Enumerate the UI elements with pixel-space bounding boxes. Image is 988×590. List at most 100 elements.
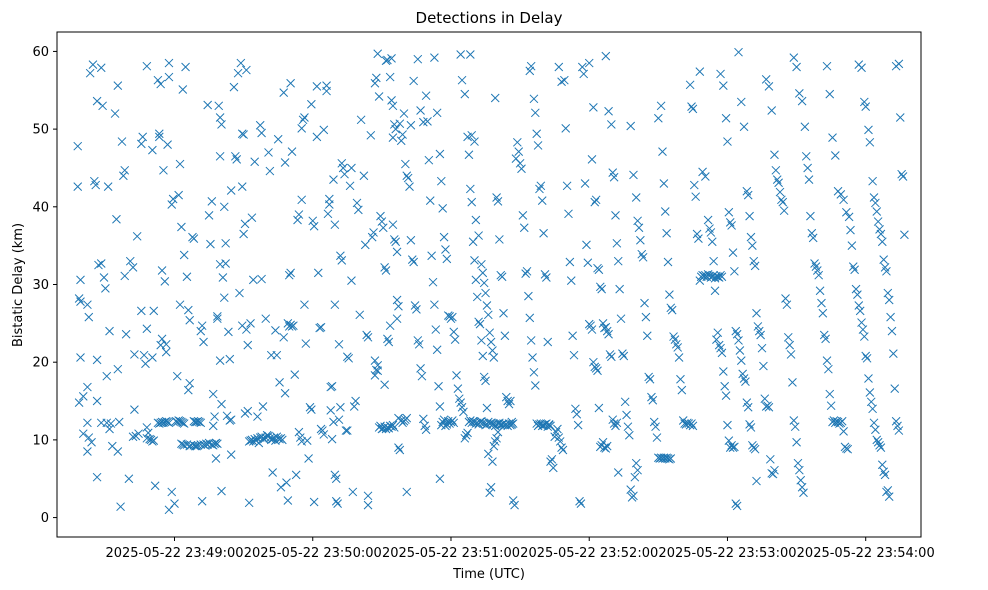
detection-marker [183, 385, 193, 395]
detection-marker [506, 396, 515, 406]
detection-marker [618, 349, 627, 358]
detection-marker [774, 178, 783, 188]
detection-marker [300, 113, 309, 122]
detection-marker [136, 139, 146, 149]
detection-marker [747, 241, 757, 251]
detection-marker [732, 501, 742, 511]
detection-marker [336, 251, 345, 261]
detection-marker [660, 207, 670, 216]
detection-marker [882, 266, 891, 276]
detection-marker [73, 182, 83, 191]
detection-marker [467, 197, 477, 207]
detection-marker [542, 419, 551, 428]
detection-marker [817, 298, 826, 308]
y-tick-label: 30 [32, 278, 49, 293]
detection-marker [640, 298, 649, 308]
detection-marker [76, 297, 85, 306]
detection-marker [197, 321, 207, 331]
detection-marker [218, 273, 228, 282]
detection-marker [388, 133, 398, 143]
detection-marker [307, 99, 316, 109]
detection-marker [83, 300, 92, 310]
detection-marker [418, 414, 428, 424]
detection-marker [669, 332, 678, 341]
x-tick-label: 2025-05-22 23:52:00 [520, 546, 658, 561]
detection-marker [348, 487, 358, 497]
detection-marker [587, 155, 597, 164]
detection-marker [749, 256, 759, 266]
detection-marker [568, 331, 577, 341]
detection-marker [322, 86, 331, 96]
detection-marker [160, 277, 170, 286]
detection-marker [612, 238, 622, 248]
detection-marker [459, 407, 468, 417]
detection-marker [409, 76, 419, 86]
detection-marker [858, 325, 868, 334]
detection-marker [294, 210, 304, 219]
detection-marker [826, 401, 836, 411]
detection-marker [412, 305, 421, 314]
detection-marker [782, 300, 792, 310]
detection-marker [87, 437, 96, 447]
detection-marker [742, 398, 752, 407]
detection-marker [73, 141, 83, 151]
detection-marker [658, 147, 667, 156]
detection-marker [609, 172, 619, 182]
detection-marker [569, 350, 579, 360]
detection-marker [235, 288, 244, 298]
detection-marker [687, 419, 696, 428]
detection-marker [876, 229, 886, 239]
detection-marker [631, 193, 641, 202]
detection-marker [884, 295, 894, 305]
detection-marker [272, 350, 282, 360]
detection-marker [636, 235, 645, 245]
detection-marker [442, 254, 452, 264]
detection-marker [280, 388, 290, 398]
detection-marker [371, 73, 381, 83]
detection-marker [402, 413, 412, 423]
detection-marker [230, 151, 240, 161]
detection-marker [157, 266, 167, 275]
detection-marker [175, 300, 185, 310]
detection-marker [387, 96, 396, 105]
detection-marker [242, 65, 251, 75]
detection-marker [465, 50, 475, 59]
detection-marker [406, 120, 416, 130]
detection-marker [237, 182, 247, 191]
chart-title: Detections in Delay [416, 9, 563, 27]
detection-marker [326, 406, 336, 415]
detection-marker [864, 374, 873, 383]
detection-marker [92, 472, 102, 482]
detection-marker [226, 450, 236, 459]
detection-marker [731, 326, 741, 336]
detection-marker [724, 207, 734, 217]
detection-marker [594, 265, 604, 275]
detection-marker [598, 318, 608, 328]
detection-marker [430, 53, 439, 62]
detection-marker [352, 198, 362, 208]
detection-marker [862, 353, 872, 363]
detection-marker [844, 212, 854, 222]
detection-marker [521, 269, 530, 278]
detection-marker [226, 415, 236, 425]
detection-marker [847, 241, 857, 251]
detection-marker [389, 423, 399, 432]
detection-marker [164, 418, 174, 428]
detection-marker [148, 145, 157, 155]
detection-marker [376, 211, 385, 221]
detection-marker [154, 129, 164, 139]
detection-marker [243, 406, 253, 416]
detection-marker [92, 355, 102, 365]
detection-marker [359, 171, 369, 181]
detection-marker [830, 151, 840, 160]
detection-marker [717, 272, 727, 282]
detection-marker [893, 421, 902, 431]
detection-marker [839, 426, 848, 436]
detection-marker [558, 445, 568, 455]
detection-marker [868, 404, 877, 414]
detection-marker [248, 437, 258, 446]
detection-marker [421, 425, 431, 435]
detection-marker [275, 378, 284, 387]
detection-marker [489, 441, 499, 451]
detection-marker [391, 124, 401, 134]
